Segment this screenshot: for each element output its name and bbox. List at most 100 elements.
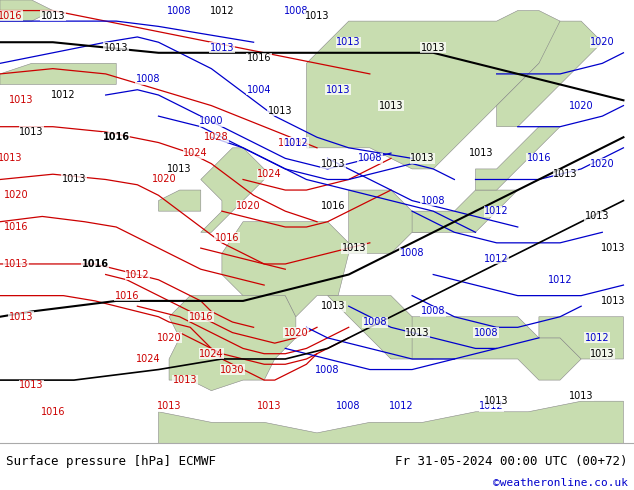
Polygon shape <box>201 148 264 232</box>
Text: 1013: 1013 <box>172 375 197 385</box>
Polygon shape <box>222 221 349 317</box>
Text: 1013: 1013 <box>257 401 281 412</box>
Text: 1020: 1020 <box>590 37 614 47</box>
Text: 1008: 1008 <box>136 74 160 84</box>
Text: 1008: 1008 <box>363 317 387 327</box>
Text: 1012: 1012 <box>484 254 509 264</box>
Text: 1028: 1028 <box>204 132 229 142</box>
Text: 1020: 1020 <box>4 190 28 200</box>
Text: 1008: 1008 <box>358 153 382 163</box>
Text: 1013: 1013 <box>484 396 509 406</box>
Text: 1013: 1013 <box>9 95 34 105</box>
Polygon shape <box>412 317 581 380</box>
Text: 1013: 1013 <box>553 169 578 179</box>
Polygon shape <box>412 190 518 232</box>
Text: 1008: 1008 <box>315 365 340 374</box>
Polygon shape <box>349 190 433 253</box>
Polygon shape <box>0 0 53 21</box>
Text: ©weatheronline.co.uk: ©weatheronline.co.uk <box>493 478 628 488</box>
Text: 1012: 1012 <box>51 90 75 100</box>
Text: 1008: 1008 <box>421 196 446 206</box>
Text: 1016: 1016 <box>247 53 271 63</box>
Text: 1012: 1012 <box>283 138 308 147</box>
Text: 1013: 1013 <box>585 212 609 221</box>
Text: Fr 31-05-2024 00:00 UTC (00+72): Fr 31-05-2024 00:00 UTC (00+72) <box>395 455 628 467</box>
Text: 1013: 1013 <box>421 43 446 52</box>
Polygon shape <box>158 401 623 443</box>
Text: 1013: 1013 <box>20 127 44 137</box>
Text: 1004: 1004 <box>247 85 271 95</box>
Text: 1016: 1016 <box>215 233 240 243</box>
Text: 1013: 1013 <box>210 43 234 52</box>
Text: 1013: 1013 <box>321 301 345 311</box>
Polygon shape <box>0 63 116 84</box>
Text: 1016: 1016 <box>0 11 23 21</box>
Text: 1008: 1008 <box>474 328 498 338</box>
Text: 1020: 1020 <box>236 201 261 211</box>
Text: 1013: 1013 <box>321 159 345 169</box>
Text: 1013: 1013 <box>569 391 593 401</box>
Text: 1000: 1000 <box>199 117 224 126</box>
Text: 1008: 1008 <box>283 5 308 16</box>
Text: 1013: 1013 <box>326 85 351 95</box>
Text: 1020: 1020 <box>283 328 308 338</box>
Text: 1013: 1013 <box>410 153 435 163</box>
Text: 1012: 1012 <box>548 275 573 285</box>
Text: 1013: 1013 <box>4 259 28 269</box>
Text: 1013: 1013 <box>305 11 329 21</box>
Text: 1013: 1013 <box>469 148 493 158</box>
Text: 1013: 1013 <box>157 401 181 412</box>
Text: 1030: 1030 <box>220 365 245 374</box>
Text: 1012: 1012 <box>585 333 609 343</box>
Text: 1020: 1020 <box>152 174 176 185</box>
Text: 1012: 1012 <box>210 5 234 16</box>
Polygon shape <box>539 317 623 359</box>
Text: 1013: 1013 <box>405 328 430 338</box>
Text: 1024: 1024 <box>183 148 208 158</box>
Text: 1013: 1013 <box>590 349 614 359</box>
Text: 1013: 1013 <box>41 11 65 21</box>
Text: 1016: 1016 <box>321 201 345 211</box>
Text: 1016: 1016 <box>41 407 65 417</box>
Text: 1013: 1013 <box>600 243 625 253</box>
Text: 1016: 1016 <box>115 291 139 301</box>
Text: 1016: 1016 <box>4 222 28 232</box>
Text: 1028: 1028 <box>278 138 303 147</box>
Text: 1013: 1013 <box>342 243 366 253</box>
Text: 1024: 1024 <box>257 169 281 179</box>
Text: Surface pressure [hPa] ECMWF: Surface pressure [hPa] ECMWF <box>6 455 216 467</box>
Text: 1013: 1013 <box>600 296 625 306</box>
Text: 1013: 1013 <box>20 380 44 391</box>
Polygon shape <box>476 127 560 190</box>
Text: 1013: 1013 <box>104 43 129 52</box>
Text: 1024: 1024 <box>199 349 224 359</box>
Text: 1024: 1024 <box>136 354 160 364</box>
Polygon shape <box>328 295 455 359</box>
Text: 1020: 1020 <box>157 333 181 343</box>
Polygon shape <box>306 11 560 169</box>
Text: 1016: 1016 <box>527 153 551 163</box>
Polygon shape <box>169 295 296 391</box>
Polygon shape <box>158 190 201 211</box>
Text: 1008: 1008 <box>400 248 424 258</box>
Text: 1016: 1016 <box>82 259 108 269</box>
Text: 1008: 1008 <box>421 306 446 317</box>
Text: 1016: 1016 <box>188 312 213 322</box>
Text: 1008: 1008 <box>167 5 192 16</box>
Text: 1008: 1008 <box>337 401 361 412</box>
Text: 1016: 1016 <box>103 132 130 142</box>
Text: 1020: 1020 <box>590 159 614 169</box>
Text: 1013: 1013 <box>378 100 403 111</box>
Polygon shape <box>496 21 602 127</box>
Text: 1012: 1012 <box>125 270 150 279</box>
Text: 1020: 1020 <box>569 100 593 111</box>
Text: 1012: 1012 <box>389 401 414 412</box>
Text: 1012: 1012 <box>479 401 503 412</box>
Text: 1013: 1013 <box>167 164 192 174</box>
Text: 1013: 1013 <box>0 153 23 163</box>
Text: 1013: 1013 <box>61 174 86 185</box>
Text: 1013: 1013 <box>9 312 34 322</box>
Text: 1012: 1012 <box>484 206 509 216</box>
Text: 1013: 1013 <box>268 106 292 116</box>
Text: 1013: 1013 <box>337 37 361 47</box>
